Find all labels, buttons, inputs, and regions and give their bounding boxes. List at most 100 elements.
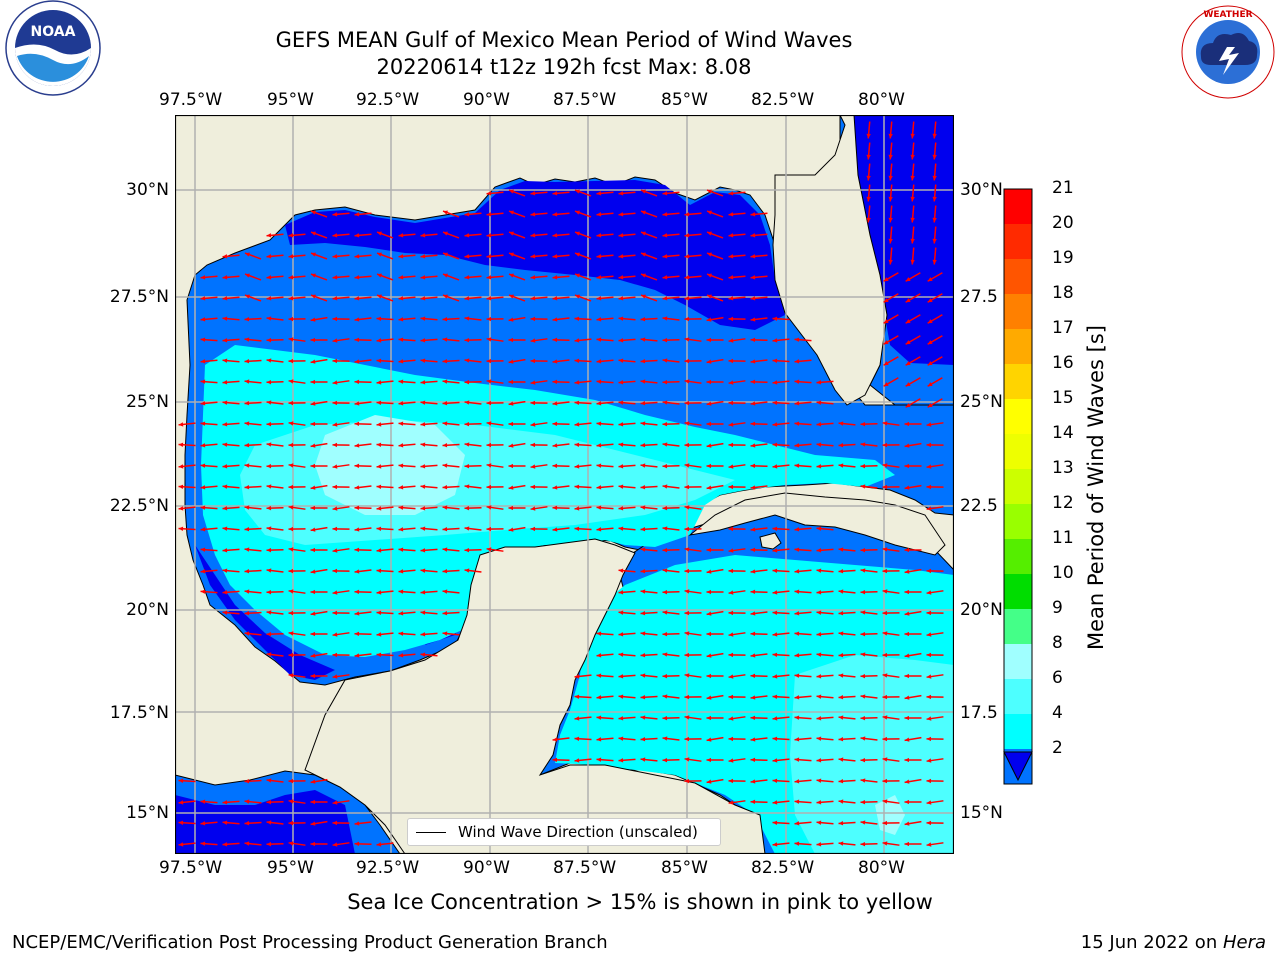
wind-arrow-head	[311, 294, 316, 299]
wind-arrow-head	[310, 841, 316, 847]
wind-arrow-head	[910, 196, 915, 202]
wind-arrow-head	[750, 463, 756, 469]
wind-arrow-head	[266, 421, 272, 427]
wind-arrow-head	[772, 778, 778, 783]
wind-arrow-head	[816, 736, 822, 741]
wind-arrow-head	[618, 694, 624, 699]
wind-arrow-head	[266, 526, 272, 531]
wind-arrow-head	[420, 233, 426, 238]
wind-arrow-head	[244, 841, 250, 846]
wind-arrow-head	[684, 757, 690, 762]
wind-arrow-head	[222, 296, 228, 301]
wind-arrow-head	[420, 526, 426, 531]
wind-arrow-head	[926, 694, 932, 700]
wind-arrow-head	[706, 443, 712, 448]
wind-arrow-head	[332, 233, 338, 238]
wind-arrow-head	[662, 233, 668, 238]
wind-arrow-head	[706, 463, 712, 469]
wind-arrow-head	[420, 275, 426, 280]
wind-arrow-head	[728, 442, 734, 448]
svg-text:WEATHER: WEATHER	[1203, 10, 1252, 20]
wind-arrow-head	[926, 842, 932, 847]
wind-arrow-head	[640, 631, 646, 636]
lon-label-top-8: 80°W	[858, 90, 905, 110]
lat-label-left-6: 17.5°N	[109, 703, 169, 723]
wind-arrow-head	[398, 443, 404, 448]
wind-arrow-head	[888, 259, 893, 265]
wind-arrow-head	[288, 400, 294, 406]
wind-arrow-head	[332, 548, 338, 553]
wind-arrow-head	[905, 340, 911, 345]
colorbar	[1003, 188, 1033, 785]
noaa-logo-text: NOAA	[31, 24, 76, 40]
wind-arrow-head	[464, 233, 470, 238]
wind-arrow-head	[618, 442, 624, 447]
wind-arrow-head	[530, 464, 536, 469]
wind-arrow-head	[618, 212, 624, 217]
wind-arrow-head	[888, 175, 893, 181]
wind-arrow-head	[728, 694, 734, 700]
wind-arrow-head	[904, 485, 910, 490]
wind-arrow-head	[332, 338, 338, 343]
wind-arrow-head	[442, 421, 448, 426]
wind-arrow-head	[662, 526, 668, 531]
wind-arrow-head	[354, 589, 360, 595]
wind-arrow-head	[641, 210, 646, 215]
wind-arrow-head	[442, 337, 448, 342]
wind-arrow-head	[882, 610, 888, 616]
wind-arrow-head	[244, 799, 250, 804]
noaa-logo: NOAA	[5, 0, 101, 96]
wind-arrow-head	[882, 463, 888, 468]
wind-arrow-head	[794, 779, 800, 784]
colorbar-swatch	[1004, 644, 1032, 679]
wind-arrow-head	[244, 401, 250, 406]
wind-arrow-head	[794, 421, 800, 426]
wind-arrow-head	[838, 737, 844, 742]
wind-arrow-head	[860, 757, 866, 763]
wind-arrow-head	[618, 652, 624, 657]
wind-arrow-head	[910, 175, 915, 181]
wind-arrow-head	[354, 443, 360, 448]
wind-arrow-head	[244, 589, 250, 594]
wind-arrow-head	[222, 526, 228, 531]
wind-arrow-head	[904, 841, 910, 847]
wind-arrow-head	[926, 590, 932, 595]
wind-arrow-head	[311, 210, 316, 215]
wind-arrow-head	[794, 337, 800, 342]
wind-arrow-head	[641, 231, 646, 236]
wind-arrow-head	[288, 316, 294, 322]
wind-arrow-head	[728, 548, 734, 553]
wind-arrow-head	[684, 526, 690, 532]
wind-arrow-head	[882, 421, 888, 426]
wind-arrow-head	[310, 631, 316, 637]
wind-arrow-head	[816, 422, 822, 427]
wind-arrow-head	[662, 337, 668, 343]
wind-arrow-head	[910, 217, 915, 223]
wind-arrow-head	[509, 231, 514, 236]
wind-arrow-head	[574, 674, 580, 679]
wind-arrow-head	[838, 547, 844, 552]
wind-arrow-head	[618, 736, 624, 741]
colorbar-swatch	[1004, 224, 1032, 259]
wind-arrow-head	[772, 442, 778, 447]
wind-arrow-head	[728, 464, 734, 469]
wind-arrow-head	[376, 652, 382, 657]
wind-arrow-head	[332, 380, 338, 385]
wind-arrow-head	[750, 631, 756, 637]
colorbar-swatch	[1004, 504, 1032, 539]
wind-arrow-head	[910, 154, 915, 160]
wind-arrow-head	[882, 547, 888, 552]
wind-arrow-head	[178, 820, 184, 825]
wind-arrow-head	[288, 799, 294, 804]
wind-arrow-head	[794, 715, 800, 720]
wind-arrow-head	[728, 652, 734, 658]
wind-arrow-head	[728, 422, 734, 427]
wind-arrow-head	[882, 820, 888, 826]
wind-arrow-head	[926, 484, 932, 490]
wind-arrow-head	[618, 716, 624, 721]
wind-arrow-head	[552, 379, 558, 385]
wind-arrow-head	[684, 778, 690, 784]
wind-arrow-head	[596, 191, 602, 196]
wind-arrow-head	[882, 757, 888, 762]
colorbar-swatch	[1004, 714, 1032, 749]
